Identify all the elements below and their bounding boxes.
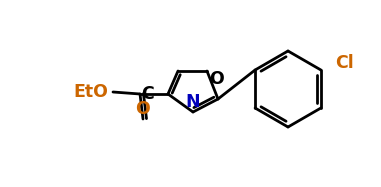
Text: Cl: Cl	[335, 54, 354, 72]
Text: N: N	[186, 93, 200, 111]
Text: EtO: EtO	[73, 83, 108, 101]
Text: C: C	[141, 85, 154, 103]
Text: O: O	[209, 70, 224, 88]
Text: O: O	[136, 100, 150, 118]
